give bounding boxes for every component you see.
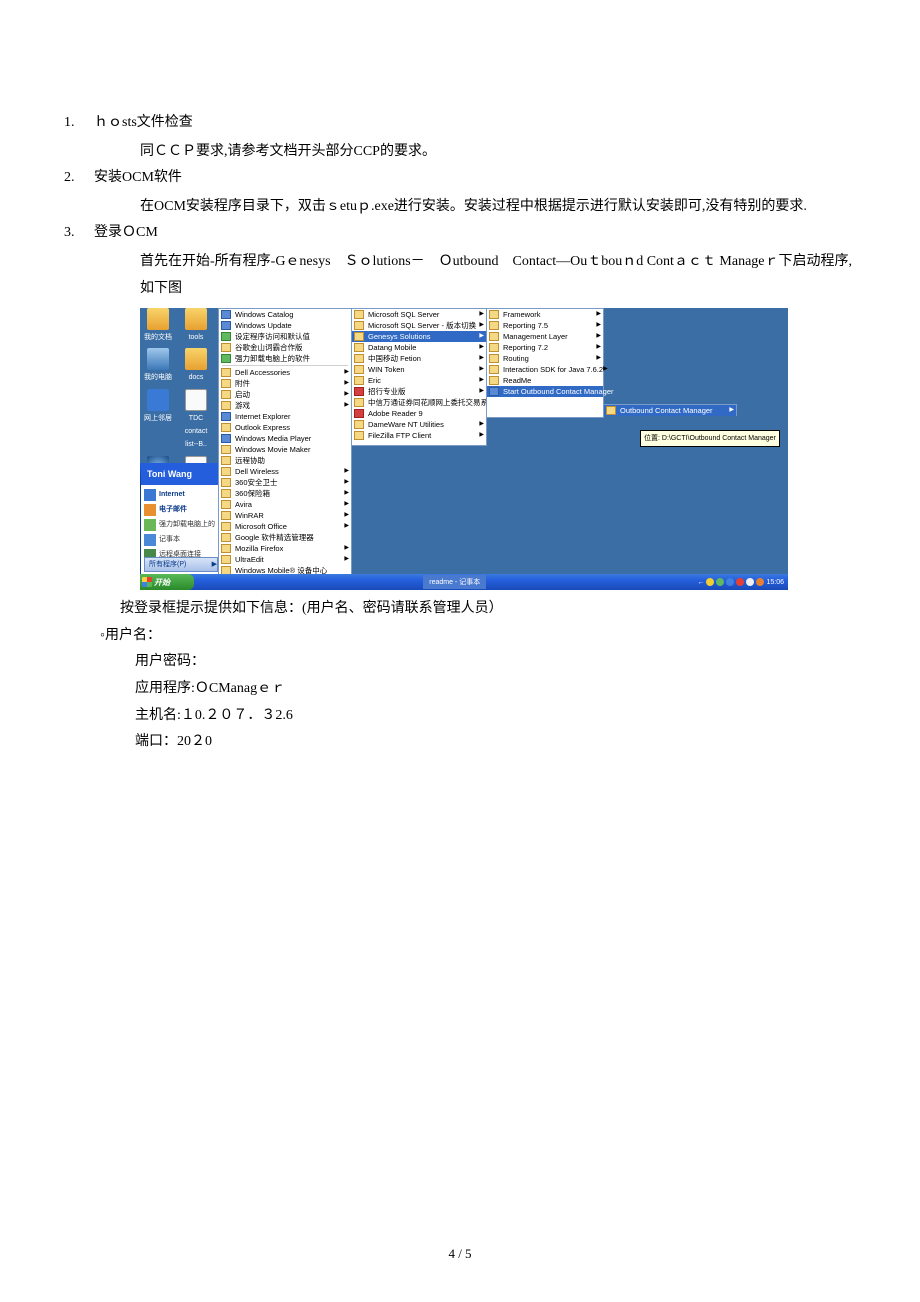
document-body: 1. ｈｏsts文件检查 同ＣＣＰ要求,请参考文档开头部分CCP的要求。 2. … bbox=[60, 110, 860, 756]
desktop-icon-mydocs[interactable]: 我的文档 bbox=[142, 308, 174, 344]
system-tray[interactable]: ← 15:06 bbox=[693, 576, 788, 589]
windows-start-menu-screenshot: 我的文档 tools 我的电脑 docs 网上邻居 TDC contact li… bbox=[140, 308, 788, 590]
list-num-3: 3. bbox=[60, 220, 94, 247]
login-line-0: 用户密码： bbox=[60, 649, 860, 676]
tray-icon bbox=[706, 578, 714, 586]
programs-menu-col4: Outbound Contact Manager▶ bbox=[603, 404, 737, 416]
list-line-2a: 在OCM安装程序目录下，双击ｓetuｐ.exe进行安装。安装过程中根据提示进行默… bbox=[60, 194, 860, 221]
login-line-3: 端口：20２0 bbox=[60, 729, 860, 756]
desktop-icon-tools[interactable]: tools bbox=[180, 308, 212, 344]
start-button[interactable]: 开始 bbox=[140, 574, 194, 590]
tray-icon bbox=[746, 578, 754, 586]
menu-item[interactable]: Start Outbound Contact Manager bbox=[487, 386, 603, 397]
desktop-icon-mypc[interactable]: 我的电脑 bbox=[142, 348, 174, 384]
login-line-1: 应用程序:ＯCManagｅｒ bbox=[60, 676, 860, 703]
list-line-3a: 首先在开始-所有程序-Gｅnesys Ｓｏlutions－ Ｏutbound C… bbox=[60, 249, 860, 302]
path-tooltip: 位置: D:\GCTI\Outbound Contact Manager bbox=[640, 430, 780, 447]
page-number: 4 / 5 bbox=[0, 1246, 920, 1262]
desktop-icon-tdc[interactable]: TDC contact list--B.. bbox=[180, 389, 212, 452]
tray-icon bbox=[726, 578, 734, 586]
desktop-icons: 我的文档 tools 我的电脑 docs 网上邻居 TDC contact li… bbox=[142, 308, 216, 482]
menu-item-ocm[interactable]: Outbound Contact Manager▶ bbox=[604, 405, 736, 416]
list-title-1: ｈｏsts文件检查 bbox=[94, 110, 860, 137]
all-programs-button[interactable]: 所有程序(P) ▶ bbox=[144, 557, 218, 572]
desktop-icon-docs[interactable]: docs bbox=[180, 348, 212, 384]
login-line-2: 主机名:１0.２０７．３2.6 bbox=[60, 703, 860, 730]
tray-icon bbox=[736, 578, 744, 586]
menu-item[interactable]: 强力卸载电脑上的软件 bbox=[219, 353, 351, 364]
login-intro: ◦用户名： bbox=[60, 623, 860, 650]
list-item-3: 3. 登录ＯCM bbox=[60, 220, 860, 247]
list-title-2: 安装OCM软件 bbox=[94, 165, 860, 192]
list-num-2: 2. bbox=[60, 165, 94, 192]
start-menu-username: Toni Wang bbox=[147, 466, 192, 483]
desktop-icon-network[interactable]: 网上邻居 bbox=[142, 389, 174, 452]
list-item-1: 1. ｈｏsts文件检查 bbox=[60, 110, 860, 137]
list-num-1: 1. bbox=[60, 110, 94, 137]
tray-clock: 15:06 bbox=[766, 576, 784, 589]
list-item-2: 2. 安装OCM软件 bbox=[60, 165, 860, 192]
taskbar-task-notepad[interactable]: readme - 记事本 bbox=[423, 575, 486, 589]
tray-icon bbox=[716, 578, 724, 586]
programs-menu-col2: Microsoft SQL Server▶Microsoft SQL Serve… bbox=[351, 308, 487, 446]
list-title-3: 登录ＯCM bbox=[94, 220, 860, 247]
taskbar: 开始 readme - 记事本 ← 15:06 bbox=[140, 574, 788, 590]
after-image-text: 按登录框提示提供如下信息：(用户名、密码请联系管理人员） bbox=[60, 596, 860, 623]
tray-icon bbox=[756, 578, 764, 586]
programs-menu-col1: Windows CatalogWindows Update设定程序访问和默认值谷… bbox=[218, 308, 352, 575]
programs-menu-col3: Framework▶Reporting 7.5▶Management Layer… bbox=[486, 308, 604, 418]
list-line-1a: 同ＣＣＰ要求,请参考文档开头部分CCP的要求。 bbox=[60, 139, 860, 166]
menu-item[interactable]: FileZilla FTP Client▶ bbox=[352, 430, 486, 441]
